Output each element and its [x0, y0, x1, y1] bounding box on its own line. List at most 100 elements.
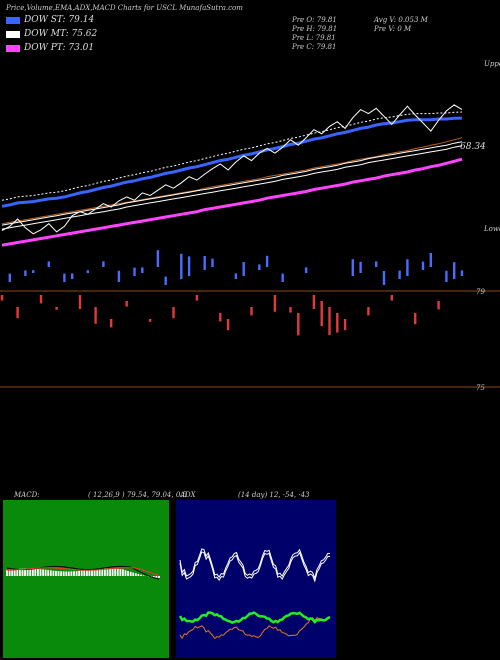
legend-pt-label: DOW PT: 73.01	[24, 43, 95, 53]
volume-bar	[281, 273, 284, 282]
adx-panel	[176, 500, 336, 658]
price-grid	[0, 290, 500, 388]
volume-bar	[55, 307, 58, 310]
volume-bar	[117, 270, 121, 282]
legend-st-label: DOW ST: 79.14	[24, 15, 95, 25]
macd-label: MACD:	[14, 491, 40, 499]
volume-bar	[289, 307, 292, 313]
volume-bar	[343, 319, 347, 331]
volume-bar	[195, 295, 199, 301]
legend-st: DOW ST: 79.14	[6, 15, 94, 25]
volume-bar	[226, 319, 230, 331]
legend-pt-swatch	[6, 44, 20, 52]
upper-label: Upper	[484, 60, 500, 68]
macd-panel	[3, 500, 169, 658]
volume-bar	[94, 307, 97, 324]
volume-bar	[125, 301, 128, 307]
volume-bar	[320, 301, 323, 327]
volume-bar	[406, 259, 409, 276]
price-lines	[1, 104, 463, 247]
volume-bar	[164, 276, 167, 285]
info-pre-close: Pre C: 79.81	[292, 43, 337, 51]
volume-bar	[312, 295, 316, 309]
volume-bar	[219, 313, 222, 322]
volume-bar	[141, 267, 144, 273]
volume-bar	[437, 301, 440, 310]
volume-bar	[133, 267, 136, 276]
info-pre-high: Pre H: 79.81	[292, 25, 338, 33]
volume-bar	[453, 262, 456, 279]
volume-bar	[110, 319, 113, 328]
macd-histogram	[6, 568, 160, 578]
level-label-79: 79	[476, 288, 485, 296]
volume-bar	[39, 295, 43, 304]
volume-bar	[32, 270, 35, 273]
volume-bar	[203, 256, 206, 270]
volume-bar	[460, 270, 464, 276]
volume-bar	[16, 307, 19, 319]
info-pre-volume: Pre V: 0 M	[374, 25, 412, 33]
legend-pt: DOW PT: 73.01	[6, 43, 94, 53]
volume-bar	[328, 307, 331, 335]
volume-bar	[86, 270, 89, 273]
macd-signal-line	[7, 567, 160, 576]
volume-bar	[273, 295, 277, 312]
volume-bar	[304, 267, 308, 273]
price-chart	[0, 104, 500, 388]
ema-short-line	[1, 111, 463, 201]
volume-bar	[24, 270, 27, 276]
volume-bar	[250, 307, 253, 316]
chart-title: Price,Volume,EMA,ADX,MACD Charts for USC…	[6, 4, 243, 12]
adx-orange-line	[179, 617, 331, 640]
volume-bar	[265, 255, 269, 267]
volume-bar	[180, 253, 183, 279]
volume-bar	[421, 261, 425, 270]
legend-mt-label: DOW MT: 75.62	[24, 29, 98, 39]
volume-bar	[242, 262, 245, 276]
volume-bar	[0, 295, 4, 301]
macd-background	[3, 500, 169, 658]
volume-bar	[258, 264, 261, 270]
volume-bar	[71, 273, 74, 279]
volume-bar	[63, 273, 66, 282]
volume-bar	[8, 273, 11, 282]
volume-bar	[172, 307, 175, 319]
volume-bar	[336, 313, 339, 333]
info-pre-open: Pre O: 79.81	[292, 16, 337, 24]
legend-mt-swatch	[6, 30, 20, 38]
volume-bar	[382, 271, 386, 285]
ema-pt-line	[1, 157, 463, 247]
adx-plus-di-line	[179, 548, 331, 580]
macd-values: ( 12,26,9 ) 79.54, 79.04, 0.5	[88, 491, 187, 499]
volume-bar	[47, 261, 50, 267]
ema-st-line	[1, 116, 463, 208]
price-line	[1, 104, 463, 235]
volume-bar	[211, 258, 214, 267]
volume-bar	[351, 259, 354, 276]
adx-background	[176, 500, 336, 658]
volume-bar	[156, 250, 160, 267]
volume-bar	[187, 256, 191, 276]
adx-minus-di-line	[179, 551, 331, 583]
volume-bar	[102, 261, 105, 267]
volume-bar	[414, 313, 417, 325]
info-pre-low: Pre L: 79.81	[292, 34, 336, 42]
volume-bar	[367, 307, 370, 316]
volume-bar	[78, 295, 82, 309]
info-avg-volume: Avg V: 0.053 M	[374, 16, 428, 24]
legend-mt: DOW MT: 75.62	[6, 29, 97, 39]
volume-bar	[297, 313, 300, 336]
ema-long-line	[1, 137, 463, 225]
volume-bar	[359, 261, 362, 273]
level-label-75: 75	[476, 384, 485, 392]
volume-bar	[398, 270, 401, 279]
ema-mt-line-2	[1, 145, 463, 230]
volume-bar	[429, 253, 432, 267]
legend-st-swatch	[6, 16, 20, 24]
adx-values: (14 day) 12, ·54, ·43	[238, 491, 310, 499]
volume-bar	[375, 261, 378, 267]
last-price-label: 68.34	[460, 142, 486, 152]
volume-bars	[0, 250, 464, 336]
volume-bar	[148, 319, 152, 322]
